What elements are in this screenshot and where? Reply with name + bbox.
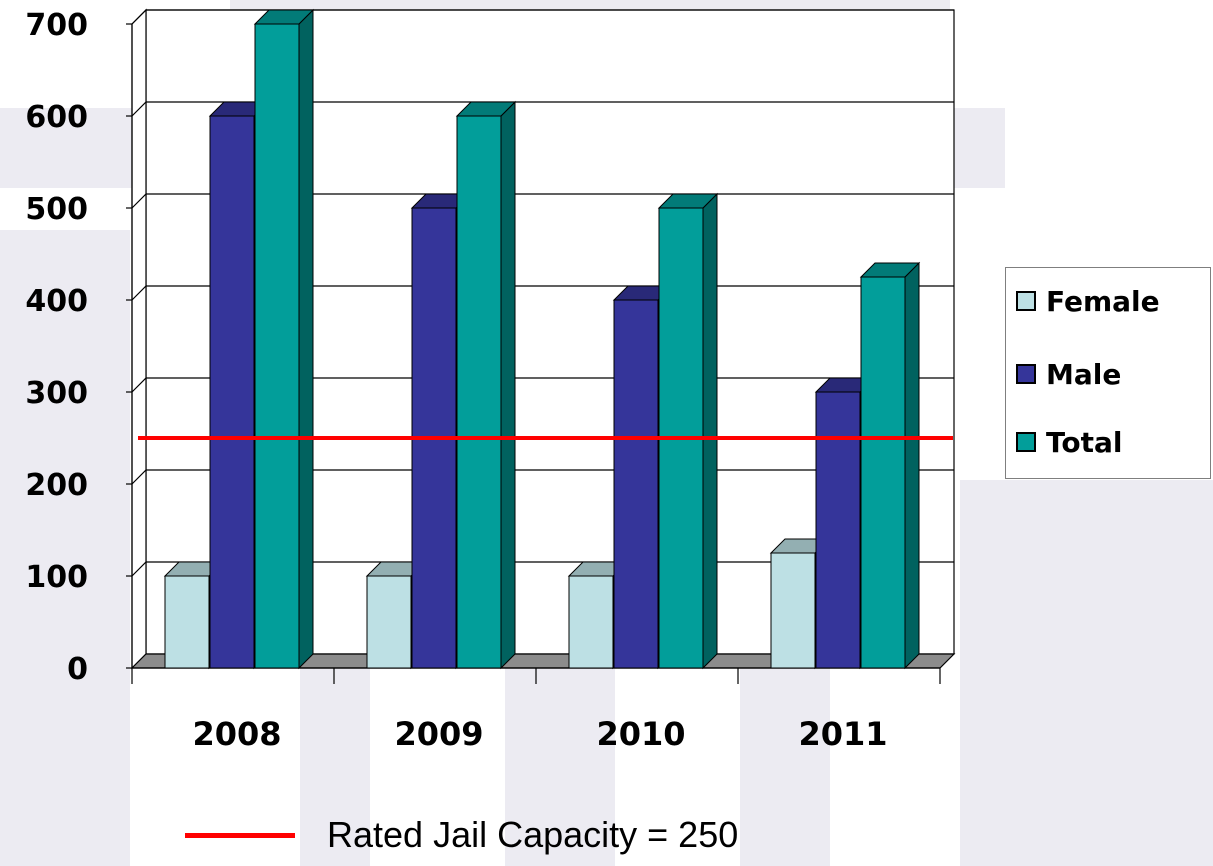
y-tick-label: 600 [25,100,88,135]
reference-line-label: Rated Jail Capacity = 250 [327,814,739,855]
legend-item-male: Male [1016,354,1121,394]
bar-total-2011 [859,261,921,670]
legend-item-female: Female [1016,281,1160,321]
reference-line-swatch [185,832,295,838]
bar-total-2010 [657,192,719,670]
legend-swatch-male [1016,364,1036,384]
legend-swatch-total [1016,432,1036,452]
gridline [131,101,954,117]
watermark-arc-left [0,230,130,866]
y-tick-labels: 0 100 200 300 400 500 600 700 [25,8,88,687]
x-tick-labels: 2008 2009 2010 2011 [192,715,887,753]
watermark-arc-right [960,480,1213,866]
y-tick-label: 300 [25,376,88,411]
bar-total-2008 [253,8,315,670]
bar-total-2009 [455,100,517,670]
y-tick-label: 700 [25,8,88,43]
x-tick-label: 2009 [394,715,483,753]
legend-swatch-female [1016,291,1036,311]
gridline [131,9,954,25]
x-tick-label: 2010 [596,715,685,753]
x-tick-label: 2008 [192,715,281,753]
legend-label-male: Male [1046,357,1122,391]
legend: Female Male Total [1005,267,1211,479]
legend-label-total: Total [1046,425,1123,459]
y-tick-label: 500 [25,192,88,227]
legend-label-female: Female [1046,284,1160,318]
x-tick-label: 2011 [798,715,887,753]
y-tick-label: 0 [67,652,88,687]
legend-item-total: Total [1016,422,1123,462]
y-tick-label: 400 [25,284,88,319]
y-tick-label: 200 [25,468,88,503]
y-tick-label: 100 [25,560,88,595]
reference-line-note: Rated Jail Capacity = 250 [185,810,738,860]
